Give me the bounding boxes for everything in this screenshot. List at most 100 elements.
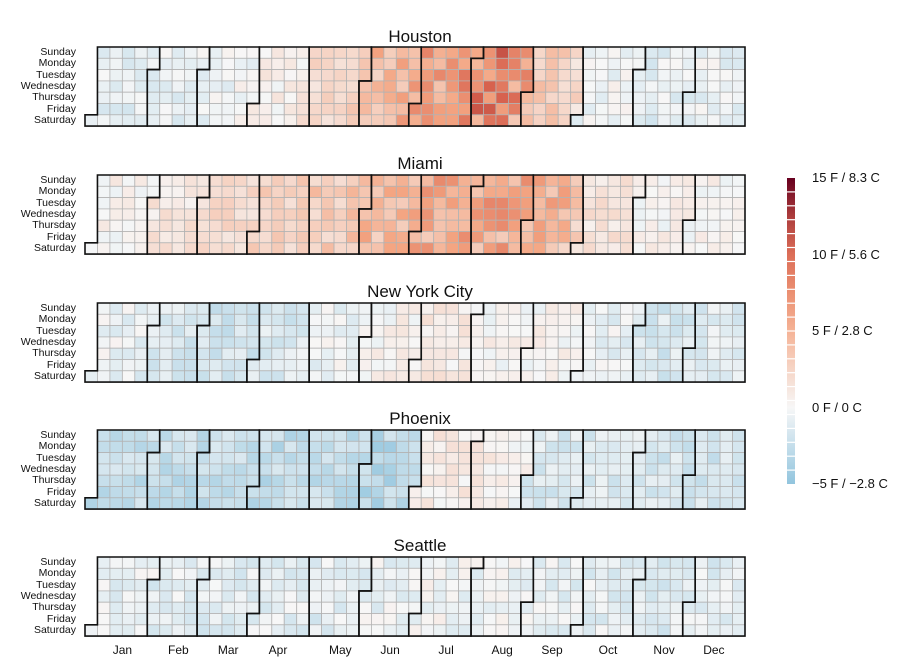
heatmap-cell [97,613,111,626]
day-label: Saturday [33,369,76,382]
heatmap-cell [371,370,385,383]
heatmap-cell [358,440,372,453]
heatmap-cell [669,590,684,603]
heatmap-cell [146,590,161,603]
heatmap-cell [669,242,684,255]
heatmap-cell [333,613,347,626]
heatmap-cell [582,474,596,487]
heatmap-cell [146,103,161,116]
heatmap-cell [84,624,98,637]
heatmap-cell [321,359,335,372]
heatmap-cell [358,114,372,127]
heatmap-cell [321,174,335,187]
heatmap-cell [371,313,385,326]
heatmap-cell [520,208,534,221]
heatmap-cell [271,174,285,187]
heatmap-cell [458,601,472,614]
heatmap-cell [520,613,534,626]
heatmap-cell [196,370,210,383]
heatmap-cell [258,463,273,476]
heatmap-cell [121,429,136,442]
heatmap-cell [483,91,497,104]
heatmap-cell [346,69,360,82]
heatmap-cell [146,497,161,510]
month-outline [681,46,746,127]
heatmap-cell [545,613,559,626]
heatmap-cell [433,208,447,221]
heatmap-cell [420,440,435,453]
heatmap-cell [657,57,671,70]
heatmap-cell [495,486,509,499]
heatmap-cell [420,302,435,315]
heatmap-cell [682,197,696,210]
heatmap-cell [483,242,497,255]
heatmap-cell [209,567,223,580]
heatmap-cell [346,359,360,372]
heatmap-cell [595,219,609,232]
heatmap-cell [644,601,659,614]
heatmap-cell [271,197,285,210]
heatmap-cell [458,114,472,127]
heatmap-cell [682,429,696,442]
heatmap-cell [595,370,609,383]
heatmap-cell [632,613,646,626]
heatmap-cell [707,242,721,255]
heatmap-cell [458,174,472,187]
heatmap-cell [221,69,235,82]
heatmap-cell [283,359,298,372]
heatmap-cell [470,208,484,221]
heatmap-cell [657,325,671,338]
heatmap-cell [171,486,186,499]
heatmap-cell [570,601,584,614]
heatmap-cell [383,313,397,326]
heatmap-cell [445,80,459,93]
heatmap-cell [657,242,671,255]
heatmap-cell [632,242,646,255]
heatmap-cell [296,556,310,569]
heatmap-cell [134,174,148,187]
heatmap-cell [719,440,733,453]
heatmap-cell [657,80,671,93]
heatmap-cell [371,463,385,476]
heatmap-cell [221,325,235,338]
heatmap-cell [694,556,709,569]
heatmap-cell [184,601,198,614]
heatmap-cell [620,359,634,372]
heatmap-cell [134,556,148,569]
heatmap-cell [134,91,148,104]
heatmap-cell [445,463,459,476]
heatmap-cell [607,601,621,614]
heatmap-cell [483,57,497,70]
heatmap-cell [595,613,609,626]
heatmap-cell [507,69,522,82]
heatmap-cell [458,486,472,499]
heatmap-cell [644,613,659,626]
heatmap-cell [196,463,210,476]
heatmap-cell [445,57,459,70]
heatmap-cell [371,336,385,349]
heatmap-cell [669,114,684,127]
heatmap-cell [732,208,746,221]
heatmap-cell [408,231,422,244]
heatmap-cell [607,370,621,383]
heatmap-cell [470,474,484,487]
heatmap-cell [644,208,659,221]
heatmap-cell [570,429,584,442]
heatmap-cell [383,114,397,127]
heatmap-cell [246,46,260,59]
heatmap-cell [582,452,596,465]
heatmap-cell [221,231,235,244]
heatmap-cell [271,556,285,569]
heatmap-cell [470,613,484,626]
heatmap-cell [333,440,347,453]
heatmap-cell [408,219,422,232]
heatmap-cell [159,103,173,116]
heatmap-cell [719,556,733,569]
heatmap-cell [507,174,522,187]
heatmap-cell [296,429,310,442]
heatmap-cell [582,325,596,338]
heatmap-cell [682,624,696,637]
heatmap-cell [582,242,596,255]
heatmap-cell [520,336,534,349]
heatmap-cell [171,440,186,453]
